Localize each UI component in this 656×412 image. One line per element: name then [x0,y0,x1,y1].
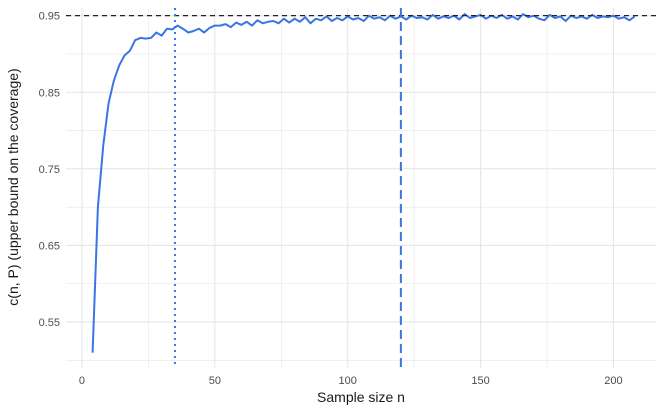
y-tick-label: 0.75 [39,164,60,176]
x-tick-label: 150 [471,375,489,387]
y-tick-label: 0.65 [39,240,60,252]
series-line [91,13,636,353]
x-tick-label: 0 [79,375,85,387]
x-axis-title: Sample size n [317,389,405,405]
series-layer [66,8,656,368]
y-axis-title: c(n, P) (upper bound on the coverage) [5,68,21,305]
y-tick-labels: 0.55 0.65 0.75 0.85 0.95 [39,11,60,329]
y-tick-label: 0.55 [39,317,60,329]
x-tick-labels: 0 50 100 150 200 [79,375,623,387]
minor-gridlines [66,8,656,368]
y-tick-label: 0.95 [39,11,60,23]
major-gridlines [66,8,656,368]
x-tick-label: 50 [209,375,221,387]
x-tick-label: 200 [604,375,622,387]
x-tick-label: 100 [339,375,357,387]
y-tick-label: 0.85 [39,87,60,99]
